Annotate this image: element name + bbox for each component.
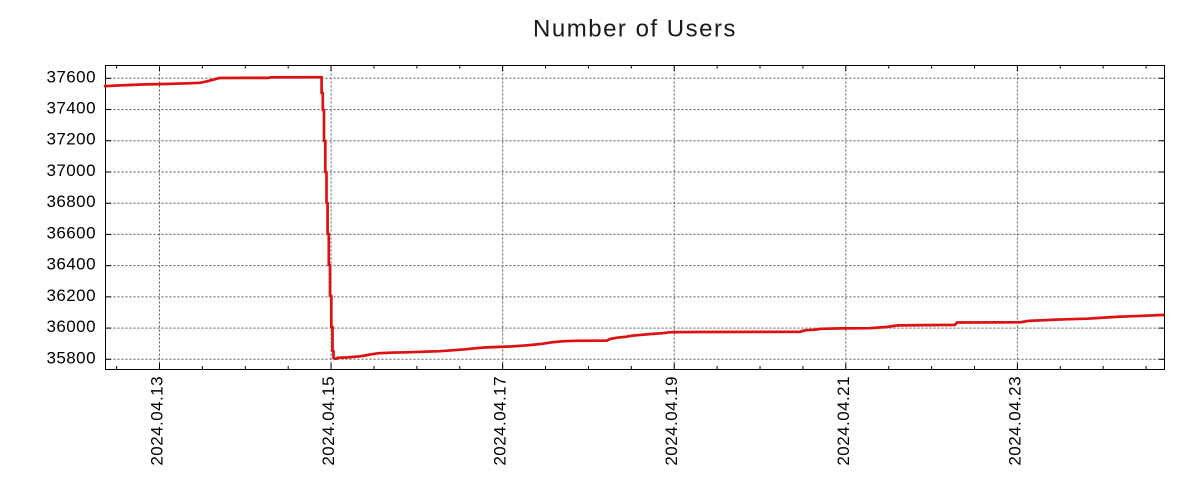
svg-text:Number of Users: Number of Users (533, 16, 737, 43)
svg-text:2024.04.21: 2024.04.21 (834, 376, 853, 466)
svg-text:2024.04.15: 2024.04.15 (319, 376, 338, 466)
svg-text:2024.04.23: 2024.04.23 (1005, 376, 1024, 466)
svg-text:37400: 37400 (46, 99, 96, 118)
svg-text:35800: 35800 (46, 348, 96, 367)
svg-text:36200: 36200 (46, 286, 96, 305)
svg-text:2024.04.19: 2024.04.19 (662, 376, 681, 466)
svg-text:37200: 37200 (46, 130, 96, 149)
svg-text:36000: 36000 (46, 317, 96, 336)
svg-text:37000: 37000 (46, 161, 96, 180)
svg-text:36800: 36800 (46, 192, 96, 211)
svg-text:37600: 37600 (46, 67, 96, 86)
svg-text:2024.04.17: 2024.04.17 (491, 376, 510, 466)
svg-text:36400: 36400 (46, 255, 96, 274)
svg-text:2024.04.13: 2024.04.13 (148, 376, 167, 466)
svg-text:36600: 36600 (46, 223, 96, 242)
